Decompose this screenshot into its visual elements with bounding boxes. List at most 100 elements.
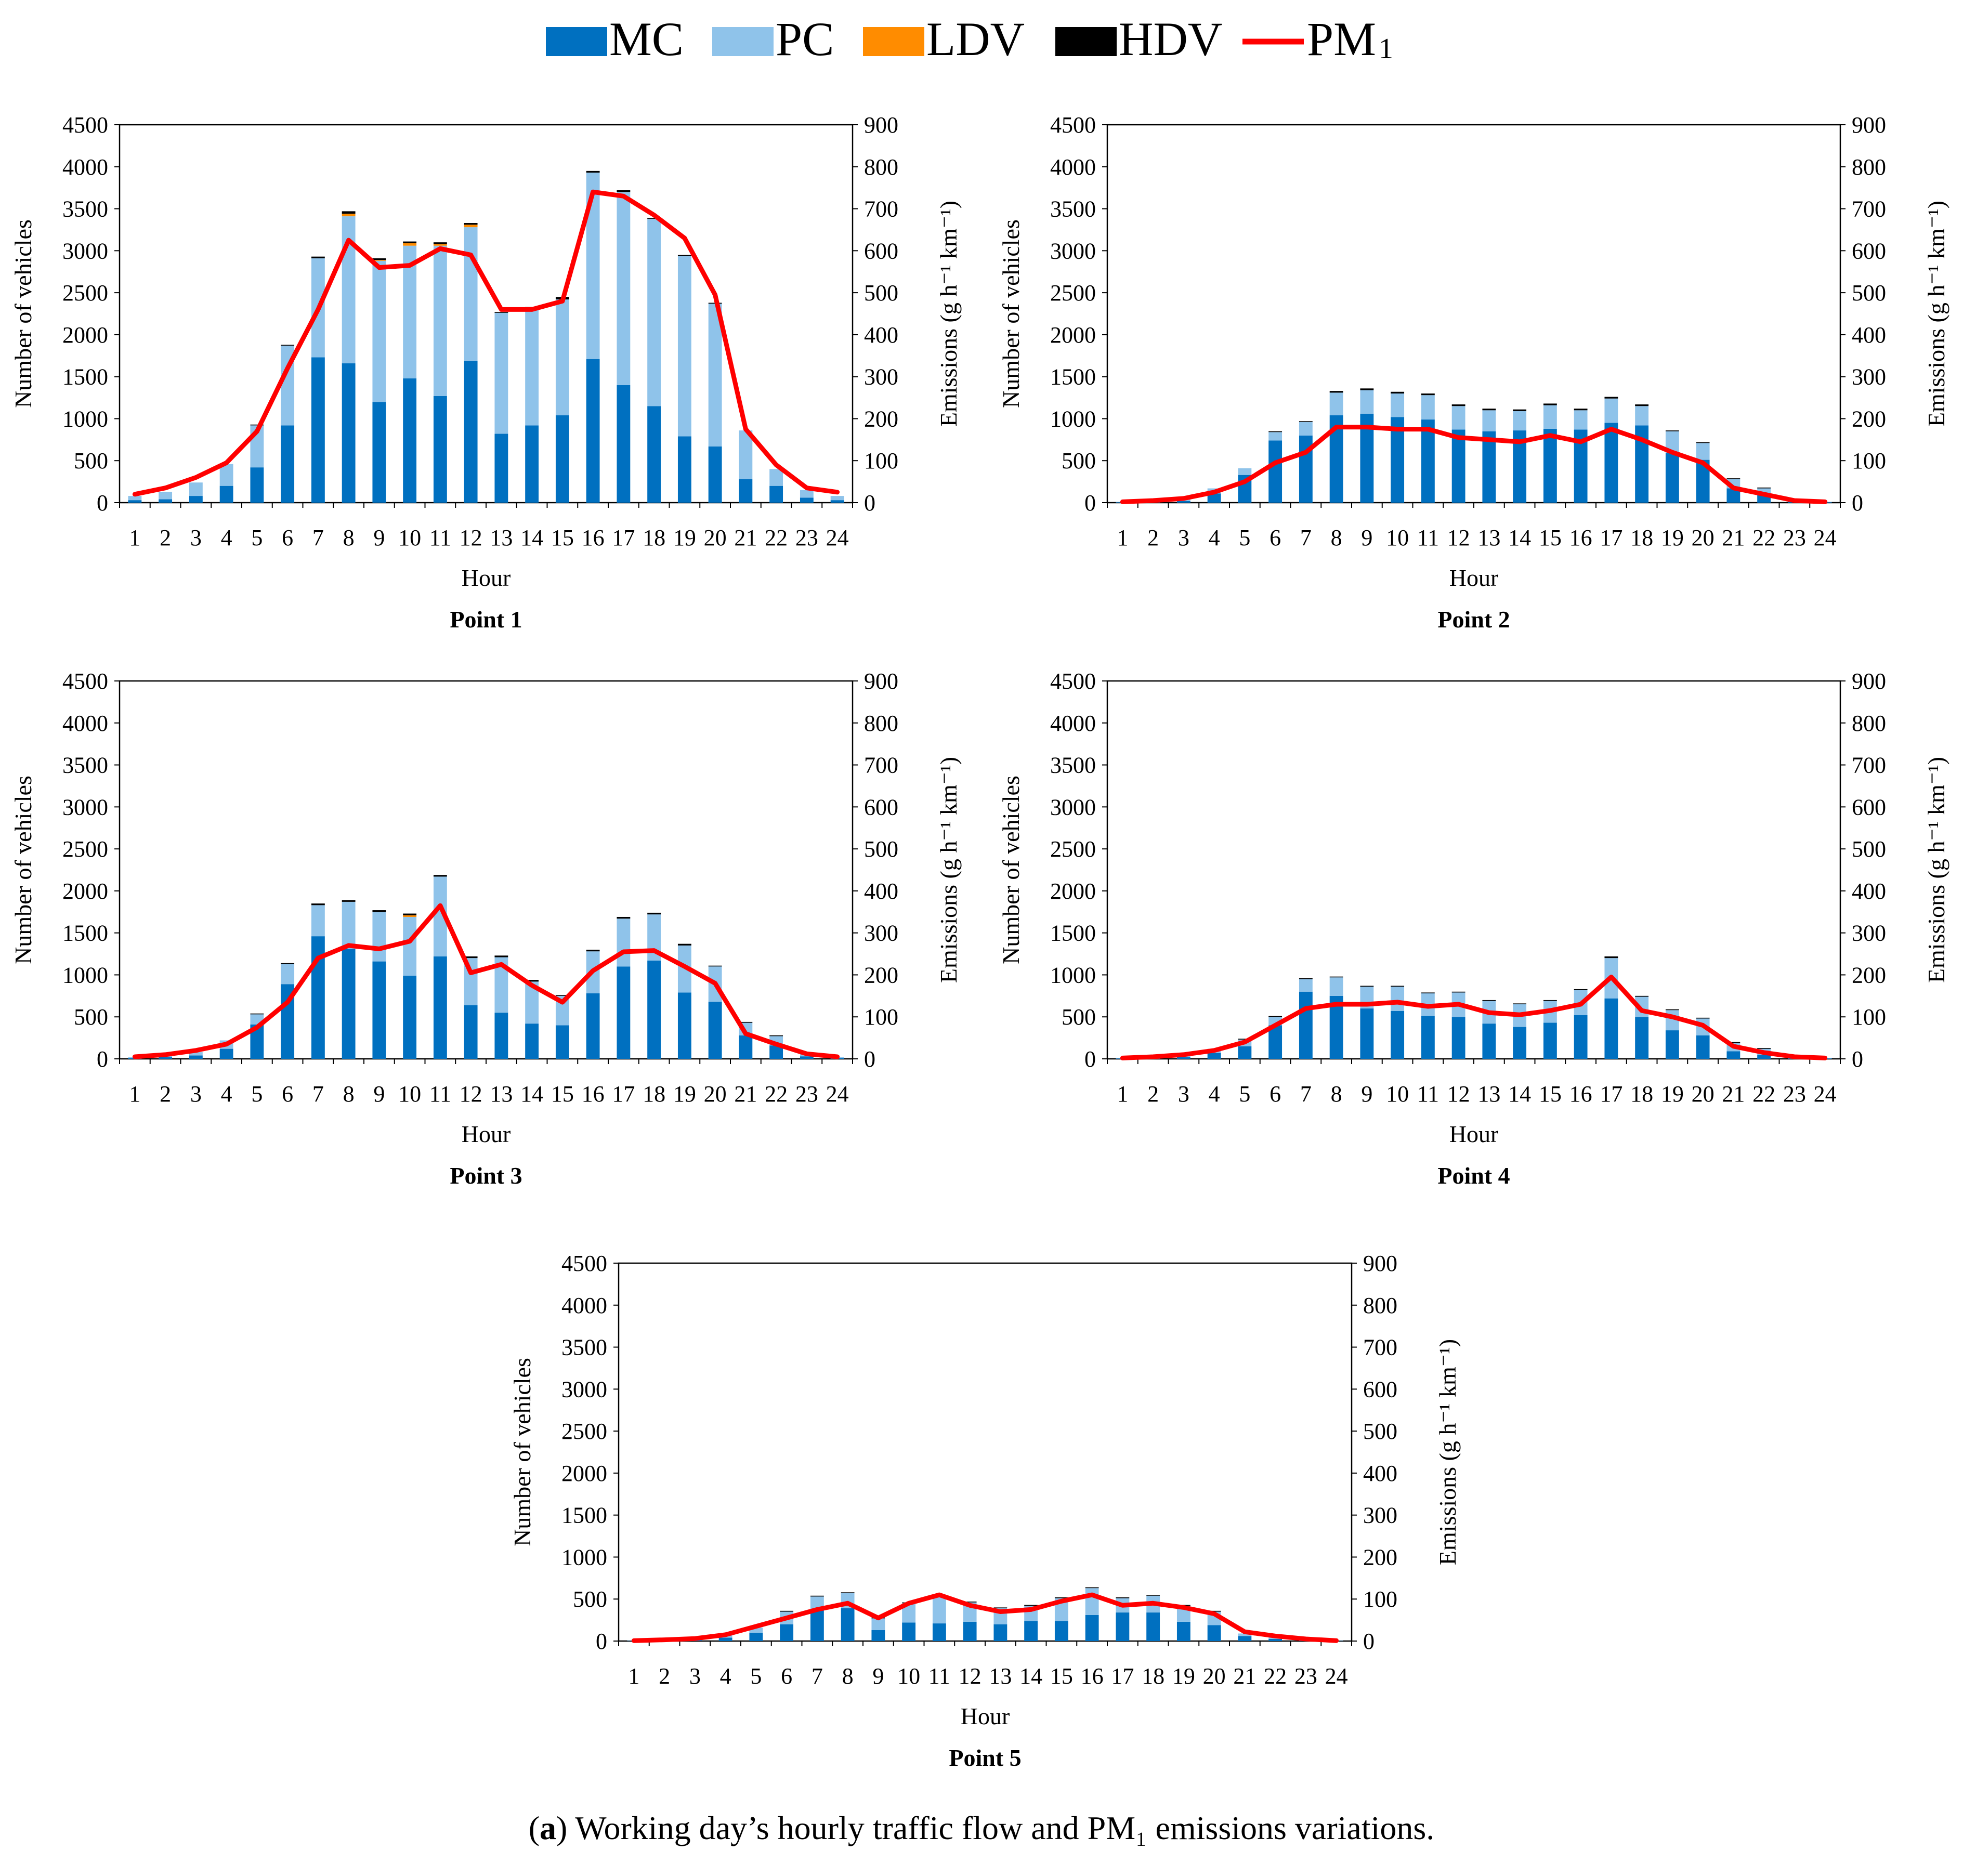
y-tick-label: 4000 (1050, 154, 1096, 180)
y2-tick-label: 100 (1852, 1004, 1886, 1030)
bar-hdv-h9 (1360, 388, 1374, 390)
x-axis-title: Hour (1449, 565, 1499, 591)
y2-tick-label: 0 (864, 1046, 875, 1072)
y-tick-label: 4500 (1050, 668, 1096, 694)
bar-mc-h13 (494, 1013, 508, 1059)
bar-pc-h7 (1299, 979, 1313, 992)
bar-mc-h13 (1482, 431, 1496, 503)
bar-mc-h2 (159, 1057, 173, 1059)
y2-tick-label: 500 (1852, 280, 1886, 306)
bar-mc-h14 (1513, 1027, 1527, 1059)
y-tick-label: 2500 (1050, 836, 1096, 862)
bar-hdv-h12 (464, 956, 478, 959)
x-tick-label: 4 (221, 525, 232, 550)
x-tick-label: 7 (312, 525, 324, 550)
bar-pc-h11 (1421, 395, 1435, 420)
bar-pc-h15 (1543, 405, 1557, 429)
bar-hdv-h20 (708, 965, 722, 967)
y-tick-label: 1500 (561, 1503, 607, 1528)
bar-mc-h4 (1207, 493, 1221, 503)
bar-mc-h21 (739, 479, 753, 503)
y-tick-label: 3000 (62, 794, 108, 820)
bar-hdv-h6 (780, 1610, 794, 1612)
y2-tick-label: 600 (1852, 794, 1886, 820)
bar-pc-h13 (494, 312, 508, 434)
y-tick-label: 3500 (561, 1335, 607, 1360)
y-tick-label: 2500 (62, 280, 108, 306)
x-tick-label: 24 (826, 525, 849, 550)
y2-tick-label: 0 (1852, 490, 1863, 516)
x-tick-label: 16 (582, 525, 605, 550)
x-tick-label: 15 (1050, 1663, 1073, 1689)
bar-hdv-h18 (647, 218, 661, 219)
chart-point-1: 0500100015002000250030003500400045000100… (10, 112, 962, 633)
bar-ldv-h9 (372, 260, 386, 261)
bar-mc-h20 (1696, 1035, 1710, 1059)
bar-pc-h21 (739, 430, 753, 479)
x-tick-label: 19 (673, 1081, 696, 1107)
x-tick-label: 22 (1264, 1663, 1287, 1689)
y2-tick-label: 200 (1852, 406, 1886, 431)
x-tick-label: 5 (251, 1081, 263, 1107)
plot-frame (1106, 680, 1841, 1060)
bar-mc-h14 (525, 1024, 539, 1059)
y-tick-label: 4000 (1050, 711, 1096, 736)
chart-title: Point 3 (450, 1162, 522, 1189)
x-tick-label: 20 (1203, 1663, 1226, 1689)
x-tick-label: 23 (795, 1081, 818, 1107)
bar-hdv-h14 (1513, 409, 1527, 411)
bar-mc-h22 (769, 486, 783, 503)
bar-mc-h4 (718, 1637, 732, 1641)
x-axis-title: Hour (1449, 1121, 1499, 1147)
bar-hdv-h8 (342, 900, 356, 902)
y-tick-label: 1500 (1050, 921, 1096, 946)
bar-mc-h3 (189, 1055, 203, 1059)
x-tick-label: 18 (1630, 1081, 1653, 1107)
bar-mc-h14 (1024, 1621, 1038, 1641)
x-tick-label: 10 (897, 1663, 920, 1689)
y2-tick-label: 800 (1852, 711, 1886, 736)
x-tick-label: 11 (928, 1663, 950, 1689)
bar-hdv-h21 (739, 1021, 753, 1023)
y-tick-label: 3000 (1050, 794, 1096, 820)
x-tick-label: 2 (1147, 1081, 1159, 1107)
y-tick-label: 500 (74, 1004, 108, 1030)
x-tick-label: 20 (704, 1081, 727, 1107)
caption-letter: a (540, 1809, 557, 1846)
bar-hdv-h16 (1574, 409, 1588, 411)
bar-mc-h21 (739, 1035, 753, 1059)
y-tick-label: 1000 (62, 962, 108, 988)
bar-mc-h9 (372, 961, 386, 1059)
bar-hdv-h8 (841, 1592, 855, 1593)
y2-tick-label: 700 (864, 753, 898, 778)
x-tick-label: 13 (490, 525, 513, 550)
bar-mc-h12 (464, 360, 478, 503)
y-tick-label: 2000 (561, 1461, 607, 1486)
bar-hdv-h12 (1451, 404, 1465, 406)
x-tick-label: 6 (1270, 1081, 1281, 1107)
bar-pc-h16 (1574, 410, 1588, 430)
bar-mc-h11 (1421, 1016, 1435, 1059)
bar-mc-h12 (963, 1621, 977, 1641)
x-tick-label: 13 (1477, 525, 1500, 550)
bar-mc-h11 (433, 396, 447, 503)
bar-hdv-h19 (1665, 430, 1679, 431)
bar-mc-h13 (494, 434, 508, 503)
x-tick-label: 7 (812, 1663, 823, 1689)
x-tick-label: 1 (129, 525, 140, 550)
bar-mc-h15 (1054, 1621, 1068, 1641)
x-tick-label: 2 (659, 1663, 670, 1689)
bar-hdv-h6 (1268, 1016, 1283, 1017)
bar-pc-h9 (372, 260, 386, 402)
y-tick-label: 500 (74, 448, 108, 474)
bar-hdv-h11 (1421, 393, 1435, 396)
plot-frame (1106, 124, 1841, 504)
bar-hdv-h10 (403, 241, 417, 243)
x-tick-label: 15 (1539, 1081, 1562, 1107)
bar-mc-h7 (311, 357, 325, 503)
bar-hdv-h17 (1116, 1597, 1130, 1598)
bar-mc-h16 (1574, 1015, 1588, 1059)
bar-hdv-h5 (250, 1013, 264, 1015)
y-tick-label: 3000 (561, 1376, 607, 1402)
bar-ldv-h10 (403, 243, 417, 246)
